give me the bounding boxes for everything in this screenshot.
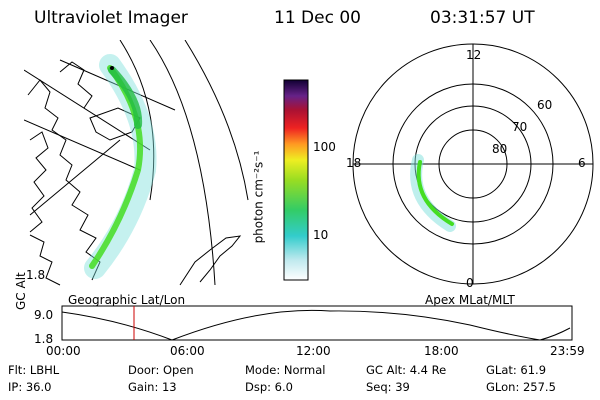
info-ip: IP: 36.0 (8, 380, 52, 394)
coastline (89, 107, 141, 141)
altitude-xtick-2359: 23:59 (550, 344, 585, 358)
mlt-label-12: 12 (466, 48, 482, 62)
coastline (27, 79, 101, 281)
info-glon: GLon: 257.5 (486, 380, 556, 394)
altitude-ytick-1-8: 1.8 (34, 332, 54, 346)
altitude-xtick-1800: 18:00 (424, 344, 459, 358)
altitude-xtick-0600: 06:00 (170, 344, 205, 358)
polar-aurora-band (416, 160, 454, 226)
mlat-label-70: 70 (512, 120, 528, 134)
info-gc-alt: GC Alt: 4.4 Re (366, 363, 447, 377)
info-door: Door: Open (128, 363, 194, 377)
coastline (179, 235, 242, 286)
colorbar-tick-10: 10 (313, 228, 329, 242)
meridian-line (24, 119, 141, 171)
altitude-ylabel: GC Alt (14, 272, 28, 310)
info-mode: Mode: Normal (245, 363, 326, 377)
altitude-curve (61, 309, 571, 341)
info-gain: Gain: 13 (128, 380, 177, 394)
info-glat: GLat: 61.9 (486, 363, 547, 377)
time-label: 03:31:57 UT (430, 8, 535, 28)
info-flt: Flt: LBHL (8, 363, 60, 377)
mlt-label-18: 18 (346, 156, 362, 170)
colorbar (283, 79, 309, 281)
altitude-xtick-0000: 00:00 (46, 344, 81, 358)
apex-label: Apex MLat/MLT (425, 293, 515, 307)
mlt-label-6: 6 (578, 156, 586, 170)
colorbar-tick-100: 100 (313, 140, 336, 154)
polar-aurora-glow (410, 154, 456, 232)
latitude-arc (119, 40, 155, 201)
altitude-xtick-1200: 12:00 (296, 344, 331, 358)
station-marker (110, 66, 114, 70)
mlat-label-60: 60 (537, 98, 553, 112)
coastline (29, 131, 49, 233)
meridian-line (29, 139, 121, 216)
info-seq: Seq: 39 (366, 380, 410, 394)
latitude-arc (149, 40, 216, 286)
geographic-label: Geographic Lat/Lon (68, 293, 186, 307)
aurora-core (108, 66, 143, 129)
mlat-label-80: 80 (492, 142, 508, 156)
date-label: 11 Dec 00 (274, 8, 361, 28)
mlt-label-0: 0 (466, 276, 474, 290)
coastline (59, 61, 93, 109)
altitude-frame (61, 305, 573, 341)
meridian-line (59, 59, 176, 111)
coastline (29, 234, 61, 286)
info-dsp: Dsp: 6.0 (245, 380, 293, 394)
latitude-arc (184, 40, 249, 201)
instrument-title: Ultraviolet Imager (34, 8, 188, 28)
meridian-line (24, 69, 151, 151)
altitude-ytick-9: 9.0 (34, 308, 54, 322)
geo-scale-label: 1.8 (26, 268, 46, 282)
